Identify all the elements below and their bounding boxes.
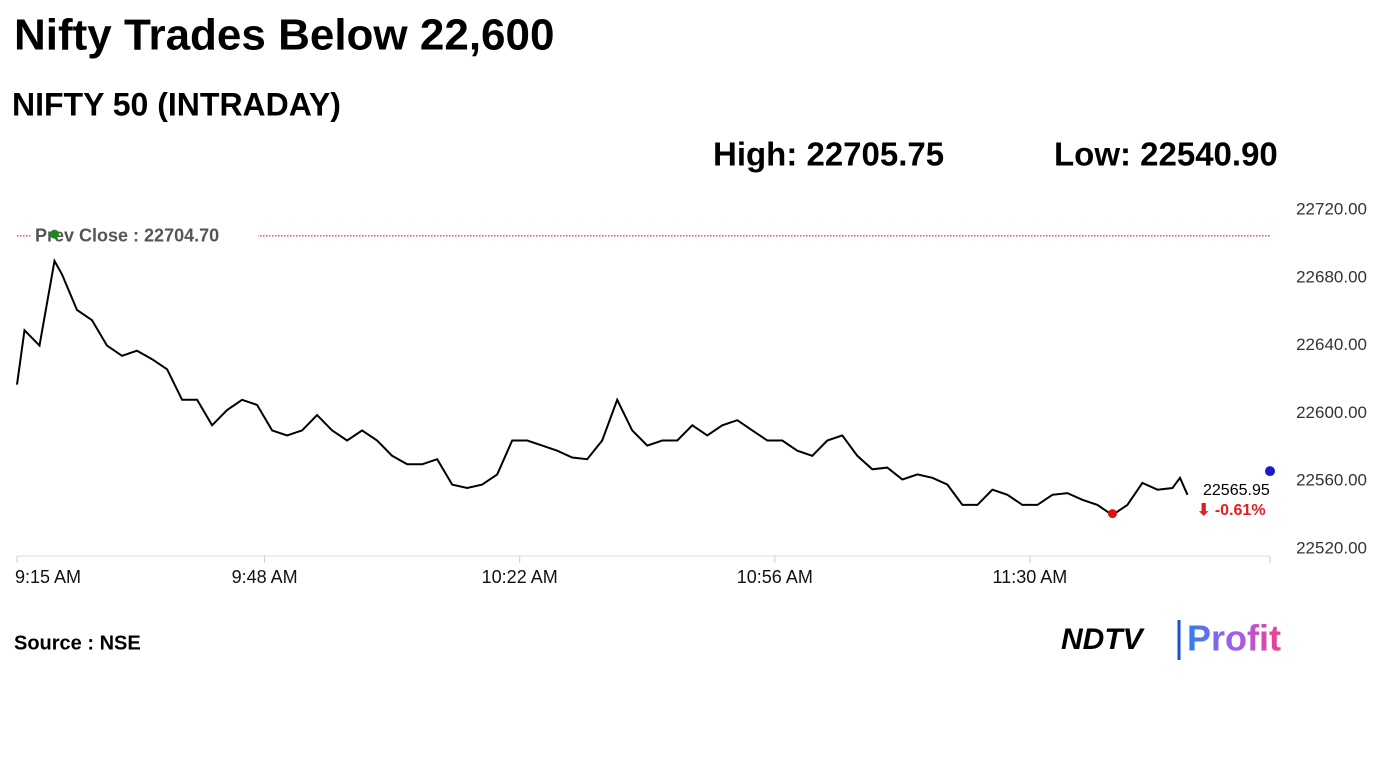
y-tick-label: 22640.00 xyxy=(1296,335,1367,354)
y-tick-label: 22720.00 xyxy=(1296,199,1367,218)
x-tick-label: 9:15 AM xyxy=(15,567,81,587)
y-tick-label: 22520.00 xyxy=(1296,538,1367,557)
last-value: 22565.95 xyxy=(1203,482,1270,499)
change-value: ⬇ -0.61% xyxy=(1197,502,1266,519)
x-tick-label: 9:48 AM xyxy=(232,567,298,587)
reference-label-bg xyxy=(32,224,258,245)
x-tick-label: 10:22 AM xyxy=(482,567,558,587)
y-tick-label: 22680.00 xyxy=(1296,267,1367,286)
y-tick-label: 22560.00 xyxy=(1296,471,1367,490)
x-tick-label: 10:56 AM xyxy=(737,567,813,587)
y-tick-label: 22600.00 xyxy=(1296,403,1367,422)
chart-subtitle: NIFTY 50 (INTRADAY) xyxy=(12,86,341,122)
chart-title: Nifty Trades Below 22,600 xyxy=(14,11,554,60)
logo-left: NDTV xyxy=(1061,623,1146,656)
source: Source : NSE xyxy=(14,632,141,654)
logo-right: Profit xyxy=(1187,618,1281,659)
low-marker xyxy=(1107,509,1117,519)
low-label: Low: 22540.90 xyxy=(1054,136,1278,173)
high-label: High: 22705.75 xyxy=(713,136,944,173)
last-marker xyxy=(1265,466,1275,477)
x-tick-label: 11:30 AM xyxy=(993,567,1068,587)
line xyxy=(16,257,1189,517)
high-marker xyxy=(50,229,60,239)
reference-label: Prev Close : 22704.70 xyxy=(35,226,219,246)
